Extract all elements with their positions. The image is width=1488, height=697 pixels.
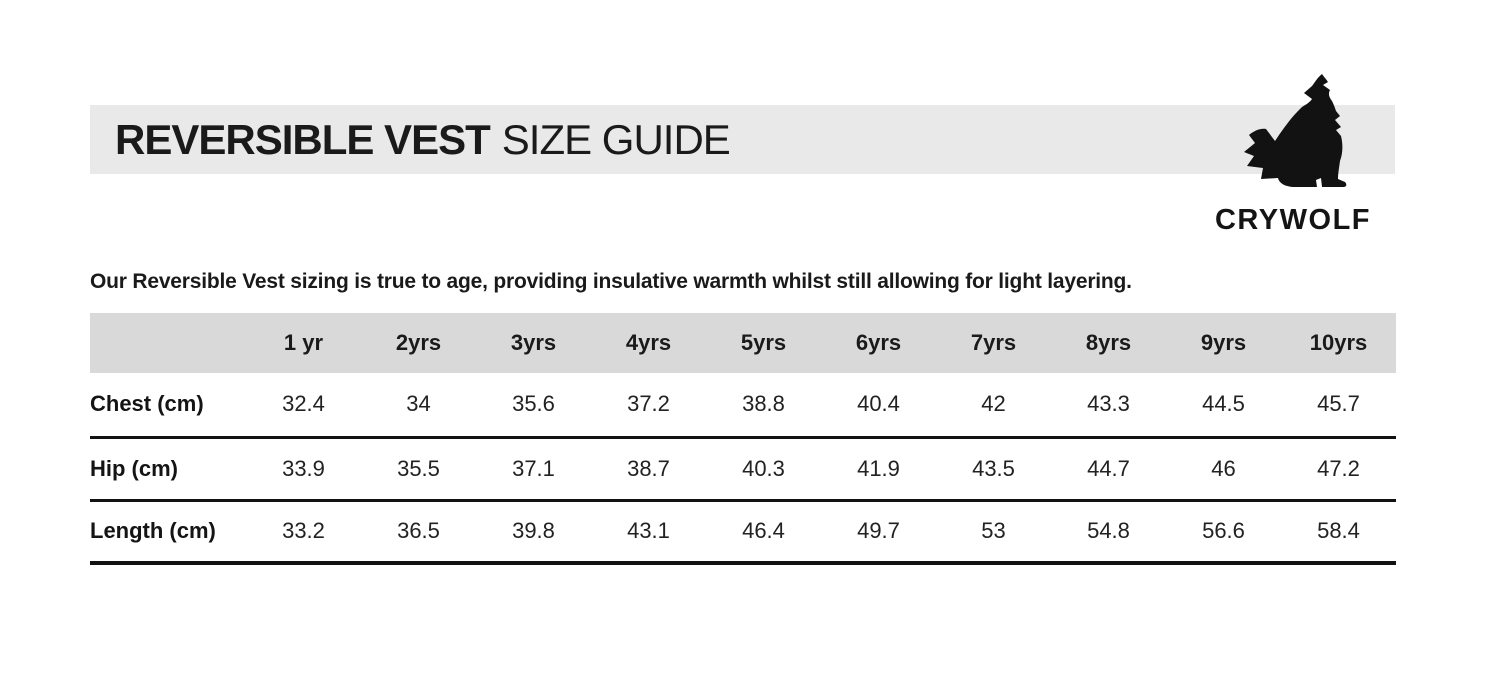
chest-value: 43.3 — [1051, 373, 1166, 439]
column-header-age: 8yrs — [1051, 313, 1166, 373]
hip-value: 46 — [1166, 437, 1281, 502]
length-value: 43.1 — [591, 500, 706, 565]
hip-value: 47.2 — [1281, 437, 1396, 502]
chest-value: 32.4 — [246, 373, 361, 439]
chest-value: 45.7 — [1281, 373, 1396, 439]
howling-wolf-icon — [1244, 74, 1347, 187]
page-title: REVERSIBLE VEST SIZE GUIDE — [115, 115, 731, 164]
length-value: 49.7 — [821, 500, 936, 565]
description-text: Our Reversible Vest sizing is true to ag… — [90, 270, 1132, 293]
length-value: 36.5 — [361, 500, 476, 565]
column-header-age: 7yrs — [936, 313, 1051, 373]
column-header-age: 2yrs — [361, 313, 476, 373]
brand-name: CRYWOLF — [1214, 204, 1371, 236]
hip-value: 37.1 — [476, 437, 591, 502]
length-value: 56.6 — [1166, 500, 1281, 565]
hip-value: 33.9 — [246, 437, 361, 502]
hip-value: 41.9 — [821, 437, 936, 502]
page-title-suffix: SIZE GUIDE — [501, 115, 731, 163]
hip-value: 44.7 — [1051, 437, 1166, 502]
hip-value: 35.5 — [361, 437, 476, 502]
table-header-row: 1 yr 2yrs 3yrs 4yrs 5yrs 6yrs 7yrs 8yrs … — [90, 313, 1396, 373]
column-header-age: 9yrs — [1166, 313, 1281, 373]
size-table: 1 yr 2yrs 3yrs 4yrs 5yrs 6yrs 7yrs 8yrs … — [90, 313, 1396, 565]
column-header-blank — [90, 313, 246, 373]
table-row-length: Length (cm) 33.2 36.5 39.8 43.1 46.4 49.… — [90, 500, 1396, 565]
hip-value: 38.7 — [591, 437, 706, 502]
chest-value: 40.4 — [821, 373, 936, 439]
title-banner: REVERSIBLE VEST SIZE GUIDE — [90, 105, 1395, 174]
brand-logo: CRYWOLF — [1208, 65, 1378, 236]
row-label-chest: Chest (cm) — [90, 373, 246, 439]
table-row-chest: Chest (cm) 32.4 34 35.6 37.2 38.8 40.4 4… — [90, 373, 1396, 439]
row-label-length: Length (cm) — [90, 500, 246, 565]
hip-value: 43.5 — [936, 437, 1051, 502]
column-header-age: 5yrs — [706, 313, 821, 373]
chest-value: 42 — [936, 373, 1051, 439]
column-header-age: 1 yr — [246, 313, 361, 373]
column-header-age: 4yrs — [591, 313, 706, 373]
column-header-age: 6yrs — [821, 313, 936, 373]
length-value: 39.8 — [476, 500, 591, 565]
hip-value: 40.3 — [706, 437, 821, 502]
chest-value: 37.2 — [591, 373, 706, 439]
column-header-age: 10yrs — [1281, 313, 1396, 373]
length-value: 54.8 — [1051, 500, 1166, 565]
length-value: 58.4 — [1281, 500, 1396, 565]
chest-value: 44.5 — [1166, 373, 1281, 439]
length-value: 33.2 — [246, 500, 361, 565]
column-header-age: 3yrs — [476, 313, 591, 373]
length-value: 53 — [936, 500, 1051, 565]
chest-value: 34 — [361, 373, 476, 439]
page-title-product: REVERSIBLE VEST — [115, 115, 491, 163]
length-value: 46.4 — [706, 500, 821, 565]
chest-value: 35.6 — [476, 373, 591, 439]
row-label-hip: Hip (cm) — [90, 437, 246, 502]
chest-value: 38.8 — [706, 373, 821, 439]
table-row-hip: Hip (cm) 33.9 35.5 37.1 38.7 40.3 41.9 4… — [90, 437, 1396, 502]
